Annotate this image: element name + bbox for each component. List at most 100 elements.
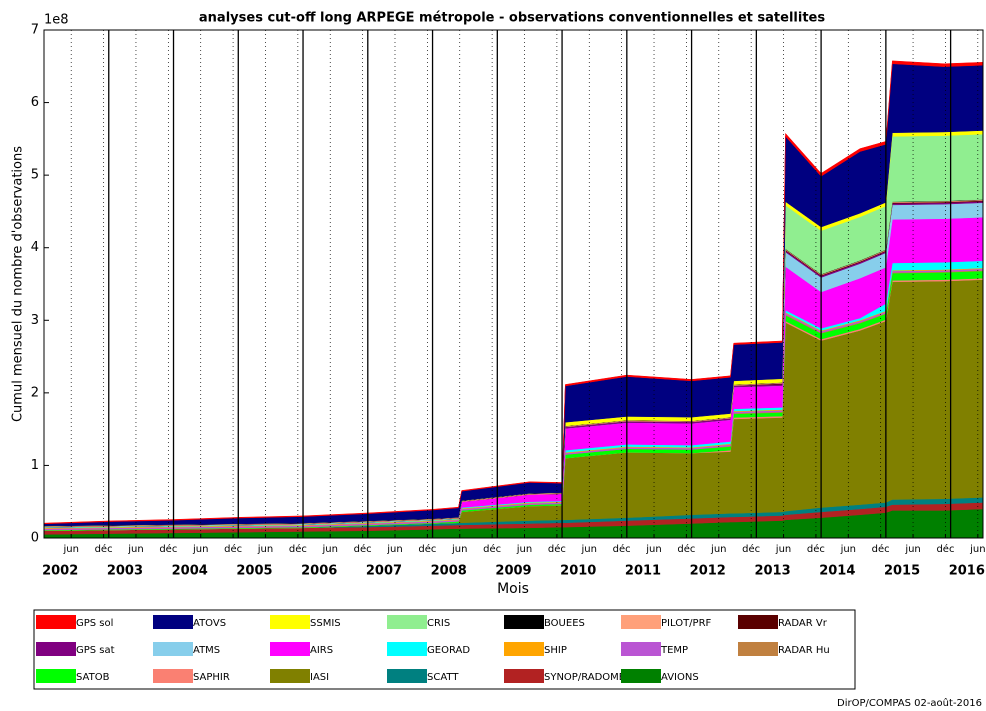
legend-swatch [621,642,661,656]
year-label: 2006 [301,564,337,579]
x-tick-label: jun [192,544,208,555]
legend-label: SSMIS [310,618,341,629]
legend-label: BOUEES [544,618,585,629]
x-tick-label: jun [840,544,856,555]
x-tick-label: déc [677,543,695,555]
y-tick-label: 3 [31,313,39,328]
x-tick-label: jun [581,544,597,555]
chart-title: analyses cut-off long ARPEGE métropole -… [199,11,825,26]
y-tick-label: 2 [31,385,39,400]
legend-swatch [387,642,427,656]
x-tick-label: déc [95,543,113,555]
legend-swatch [738,615,778,629]
x-tick-label: déc [936,543,954,555]
legend-label: SCATT [427,672,459,683]
plot-frame [43,29,984,539]
legend-swatch [504,615,544,629]
x-tick-label: déc [354,543,372,555]
x-tick-label: jun [969,544,985,555]
year-label: 2002 [42,564,78,579]
legend-swatch [504,642,544,656]
legend-label: AIRS [310,645,333,656]
legend-label: GPS sat [76,645,115,656]
x-axis-label: Mois [497,581,529,597]
x-tick-label: déc [224,543,242,555]
legend-label: SYNOP/RADOME [544,672,625,683]
legend-swatch [621,615,661,629]
legend-swatch [270,669,310,683]
legend-label: RADAR Hu [778,645,830,656]
x-tick-label: jun [62,544,78,555]
legend-label: PILOT/PRF [661,618,712,629]
legend-swatch [36,615,76,629]
legend-swatch [387,669,427,683]
legend-label: SATOB [76,672,110,683]
year-label: 2011 [625,564,661,579]
legend-label: SAPHIR [193,672,230,683]
x-tick-label: jun [775,544,791,555]
legend-label: ATOVS [193,618,226,629]
footer: DirOP/COMPAS 02-août-2016 [837,697,982,709]
y-tick-label: 4 [31,240,39,255]
x-tick-label: jun [127,544,143,555]
legend-box [33,609,856,690]
x-tick-label: déc [483,543,501,555]
x-tick-label: déc [742,543,760,555]
legend-label: GPS sol [76,618,113,629]
x-tick-label: jun [386,544,402,555]
year-label: 2010 [560,564,596,579]
x-tick-label: déc [418,543,436,555]
legend-label: TEMP [660,645,688,656]
year-label: 2008 [431,564,467,579]
legend-swatch [387,615,427,629]
legend-swatch [738,642,778,656]
year-label: 2003 [107,564,143,579]
year-label: 2004 [172,564,208,579]
x-tick-label: jun [451,544,467,555]
legend-label: RADAR Vr [778,618,828,629]
y-tick-label: 1 [31,458,39,473]
y-tick-label: 7 [31,23,39,38]
x-tick-label: déc [289,543,307,555]
year-label: 2007 [366,564,402,579]
x-tick-label: jun [904,544,920,555]
legend-swatch [621,669,661,683]
year-label: 2014 [819,564,855,579]
year-label: 2013 [754,564,790,579]
year-label: 2015 [884,564,920,579]
legend-swatch [270,615,310,629]
y-tick-label: 5 [31,168,39,183]
legend-label: GEORAD [427,645,470,656]
y-tick-label: 6 [31,95,39,110]
legend-label: IASI [310,672,329,683]
legend-swatch [153,642,193,656]
legend-label: ATMS [193,645,220,656]
legend-swatch [270,642,310,656]
y-tick-label: 0 [31,531,39,546]
x-tick-label: déc [159,543,177,555]
x-tick-label: jun [645,544,661,555]
year-label: 2005 [236,564,272,579]
x-tick-label: jun [710,544,726,555]
legend-swatch [153,615,193,629]
x-tick-label: jun [321,544,337,555]
x-tick-label: déc [613,543,631,555]
y-offset-label: 1e8 [44,13,69,28]
x-tick-label: jun [516,544,532,555]
legend-swatch [153,669,193,683]
year-label: 2012 [690,564,726,579]
legend-swatch [36,669,76,683]
legend-label: SHIP [544,645,567,656]
y-axis-label: Cumul mensuel du nombre d'observations [11,146,26,422]
x-tick-label: déc [807,543,825,555]
year-label: 2016 [949,564,985,579]
x-tick-label: jun [257,544,273,555]
legend-label: AVIONS [661,672,699,683]
year-label: 2009 [495,564,531,579]
legend-swatch [36,642,76,656]
legend-label: CRIS [427,618,450,629]
x-tick-label: déc [872,543,890,555]
x-tick-label: déc [548,543,566,555]
legend-swatch [504,669,544,683]
